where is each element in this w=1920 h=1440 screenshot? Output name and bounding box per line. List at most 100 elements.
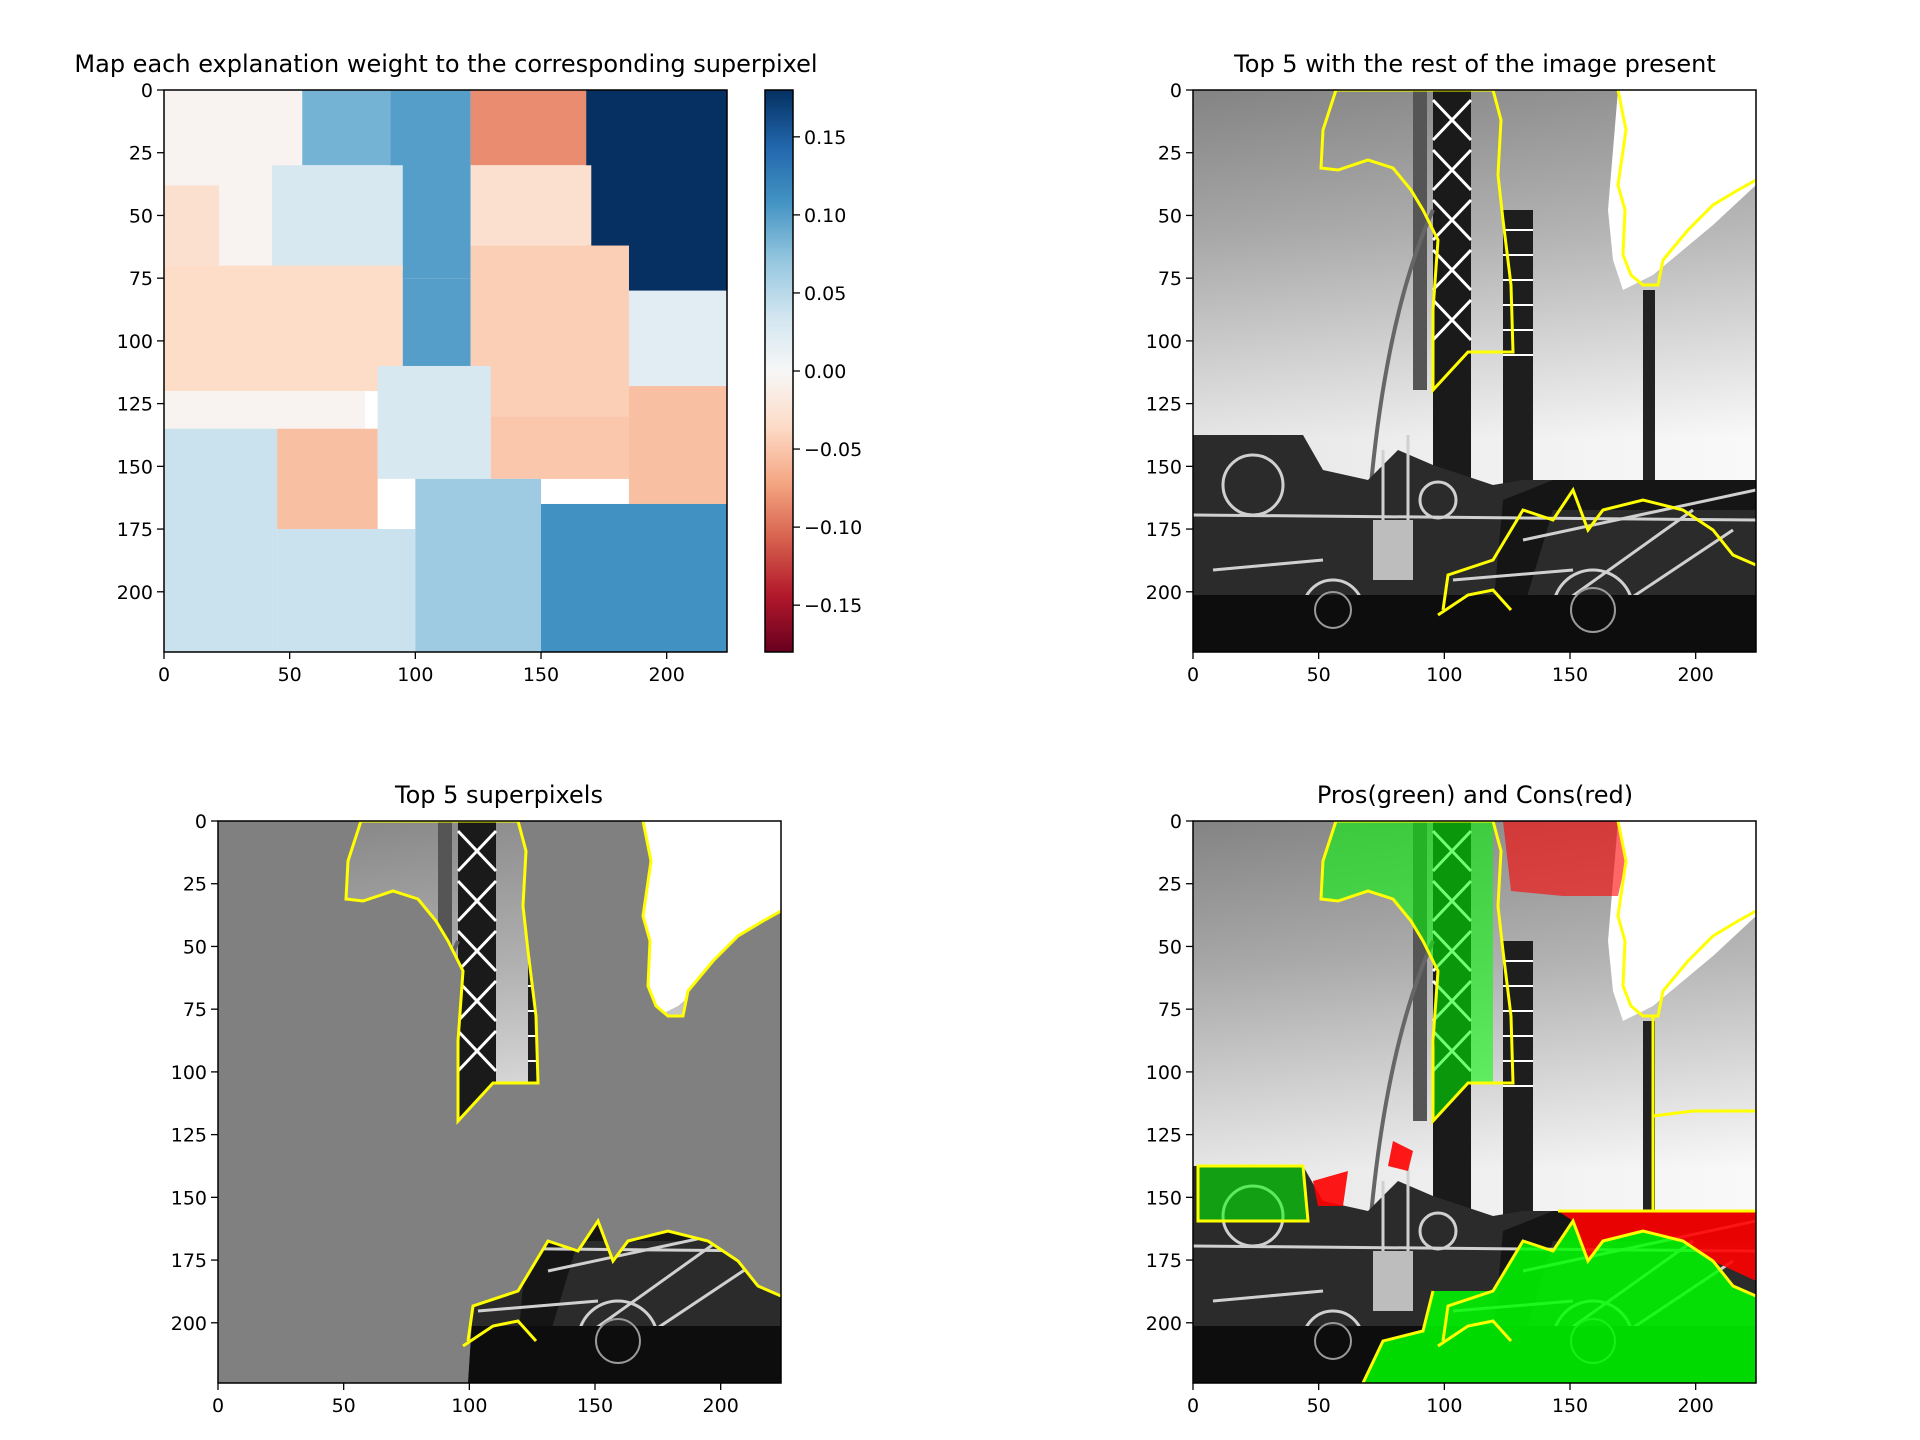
axes: 0 50 100 150 200 0 25 50 75 100 125 150 175 200 xyxy=(171,811,739,1417)
panel-title: Map each explanation weight to the corre… xyxy=(74,50,817,78)
superpixel-region xyxy=(164,185,220,266)
panel-title: Top 5 with the rest of the image present xyxy=(1233,50,1716,78)
y-tick-label: 125 xyxy=(1146,394,1182,416)
colorbar xyxy=(764,89,794,653)
x-tick-label: 150 xyxy=(1552,1395,1588,1417)
y-tick-label: 75 xyxy=(129,268,153,290)
y-tick-label: 175 xyxy=(171,1250,207,1272)
superpixel-region xyxy=(272,165,403,271)
x-tick-label: 200 xyxy=(703,1395,739,1417)
y-tick-label: 50 xyxy=(183,936,207,958)
superpixel-region xyxy=(302,90,391,166)
y-tick-label: 100 xyxy=(117,331,153,353)
panel-pros-cons: Pros(green) and Cons(red) xyxy=(1146,781,1757,1417)
y-tick-label: 0 xyxy=(195,811,207,833)
x-tick-label: 50 xyxy=(1307,664,1331,686)
y-tick-label: 200 xyxy=(171,1313,207,1335)
panel-title: Top 5 superpixels xyxy=(394,781,603,809)
y-tick-label: 150 xyxy=(171,1187,207,1209)
colorbar-tick-label: −0.10 xyxy=(804,517,862,539)
superpixel-region xyxy=(277,428,378,530)
y-tick-label: 200 xyxy=(117,582,153,604)
colorbar-tick-label: 0.05 xyxy=(804,283,846,305)
panel-title: Pros(green) and Cons(red) xyxy=(1317,781,1633,809)
y-tick-label: 125 xyxy=(117,394,153,416)
superpixel-region xyxy=(377,365,491,479)
x-tick-label: 100 xyxy=(451,1395,487,1417)
panel-heatmap: Map each explanation weight to the corre… xyxy=(74,50,862,686)
y-tick-label: 125 xyxy=(1146,1125,1182,1147)
y-tick-label: 0 xyxy=(141,80,153,102)
colorbar-tick-label: −0.15 xyxy=(804,595,862,617)
masked-image xyxy=(218,821,781,1383)
x-tick-label: 50 xyxy=(1307,1395,1331,1417)
colorbar-tick-label: 0.10 xyxy=(804,205,846,227)
superpixel-region xyxy=(390,90,471,279)
y-tick-label: 125 xyxy=(171,1125,207,1147)
y-tick-label: 150 xyxy=(117,456,153,478)
axes: 0 50 100 150 200 0 25 50 75 100 125 150 175 200 xyxy=(1146,80,1714,686)
superpixel-region xyxy=(164,265,403,392)
x-tick-label: 200 xyxy=(1678,1395,1714,1417)
x-tick-label: 100 xyxy=(1426,664,1462,686)
colorbar-tick-label: 0.15 xyxy=(804,127,846,149)
superpixel-region xyxy=(628,290,727,387)
y-tick-label: 150 xyxy=(1146,456,1182,478)
y-tick-label: 100 xyxy=(171,1062,207,1084)
y-tick-label: 25 xyxy=(183,874,207,896)
superpixel-region xyxy=(470,245,629,417)
y-tick-label: 175 xyxy=(1146,1250,1182,1272)
x-tick-label: 150 xyxy=(577,1395,613,1417)
axes-frame xyxy=(217,820,782,1384)
y-tick-label: 25 xyxy=(1158,874,1182,896)
colorbar-tick-label: −0.05 xyxy=(804,439,862,461)
x-tick-label: 0 xyxy=(1187,664,1199,686)
colorbar-ticks: 0.15 0.10 0.05 0.00 −0.05 −0.10 −0.15 xyxy=(793,127,862,617)
pros-cons-image xyxy=(1193,821,1756,1383)
y-tick-label: 50 xyxy=(129,205,153,227)
y-tick-label: 75 xyxy=(1158,268,1182,290)
x-tick-label: 50 xyxy=(332,1395,356,1417)
axes-frame xyxy=(1192,820,1757,1384)
superpixel-region xyxy=(164,428,278,652)
superpixel-region xyxy=(164,391,366,429)
superpixel-region xyxy=(277,529,416,652)
axes-frame xyxy=(1192,89,1757,653)
y-tick-label: 75 xyxy=(1158,999,1182,1021)
axes-frame xyxy=(163,89,728,653)
y-tick-label: 50 xyxy=(1158,936,1182,958)
axes: 0 50 100 150 200 0 25 50 75 100 125 150 175 200 xyxy=(117,80,685,686)
x-tick-label: 100 xyxy=(1426,1395,1462,1417)
x-tick-label: 0 xyxy=(158,664,170,686)
y-tick-label: 200 xyxy=(1146,1313,1182,1335)
superpixel-region xyxy=(415,478,542,652)
colorbar-tick-label: 0.00 xyxy=(804,361,846,383)
x-tick-label: 200 xyxy=(649,664,685,686)
superpixel-region xyxy=(402,278,471,366)
x-tick-label: 0 xyxy=(212,1395,224,1417)
superpixel-region xyxy=(490,416,629,479)
panel-top5-with-image: Top 5 with the rest of the image present… xyxy=(1146,50,1757,686)
x-tick-label: 0 xyxy=(1187,1395,1199,1417)
y-tick-label: 0 xyxy=(1170,811,1182,833)
axes: 0 50 100 150 200 0 25 50 75 100 125 150 175 200 xyxy=(1146,811,1714,1417)
y-tick-label: 175 xyxy=(117,519,153,541)
y-tick-label: 150 xyxy=(1146,1187,1182,1209)
panel-top5-superpixels: Top 5 superpixels 0 50 100 150 200 0 25 50 75 100… xyxy=(171,781,782,1417)
x-tick-label: 100 xyxy=(397,664,433,686)
heatmap-image xyxy=(164,90,727,652)
y-tick-label: 100 xyxy=(1146,1062,1182,1084)
x-tick-label: 200 xyxy=(1678,664,1714,686)
y-tick-label: 25 xyxy=(129,143,153,165)
y-tick-label: 75 xyxy=(183,999,207,1021)
x-tick-label: 150 xyxy=(523,664,559,686)
superpixel-region xyxy=(470,165,592,246)
superpixel-region xyxy=(541,503,727,652)
y-tick-label: 25 xyxy=(1158,143,1182,165)
x-tick-label: 50 xyxy=(278,664,302,686)
y-tick-label: 0 xyxy=(1170,80,1182,102)
y-tick-label: 175 xyxy=(1146,519,1182,541)
x-tick-label: 150 xyxy=(1552,664,1588,686)
y-tick-label: 200 xyxy=(1146,582,1182,604)
